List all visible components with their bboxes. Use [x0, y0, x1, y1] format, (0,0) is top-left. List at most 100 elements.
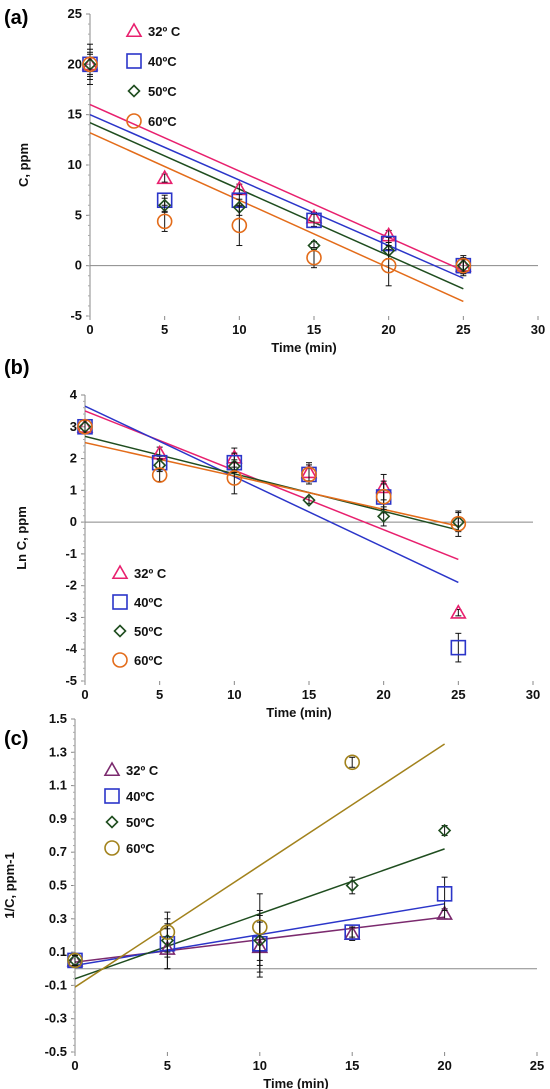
y-tick-label: 0.1: [49, 944, 67, 959]
data-point: [156, 169, 174, 185]
x-tick-label: 10: [227, 687, 241, 702]
legend-label: 32º C: [134, 566, 167, 581]
trend-line: [90, 122, 464, 290]
y-tick-label: -5: [70, 308, 82, 323]
x-tick-label: 25: [456, 322, 470, 337]
data-point: [344, 754, 361, 771]
data-point: [306, 212, 322, 229]
y-tick-label: 0.3: [49, 911, 67, 926]
data-point: [231, 217, 248, 234]
y-axis-title: 1/C, ppm-1: [2, 852, 17, 918]
y-tick-label: 3: [70, 419, 77, 434]
x-tick-label: 20: [376, 687, 390, 702]
data-point: [151, 467, 168, 483]
legend-label: 40ºC: [126, 789, 155, 804]
legend-marker: [126, 113, 142, 129]
y-tick-label: 1.3: [49, 744, 67, 759]
chart-panel-3: (c) -0.5 -0.3 -0.1 0.1 0.3 0.5 0.7 0.9 1.1 1.3 1.5 0…: [2, 711, 544, 1089]
x-tick-label: 20: [381, 322, 395, 337]
data-point: [344, 924, 361, 940]
y-tick-label: -5: [65, 673, 77, 688]
y-tick-label: 25: [68, 6, 82, 21]
trend-line: [90, 132, 464, 303]
data-point: [437, 823, 452, 838]
trend-line: [90, 113, 464, 279]
y-tick-label: 20: [68, 56, 82, 71]
y-tick-label: -3: [65, 609, 77, 624]
x-tick-label: 20: [437, 1058, 451, 1073]
legend-label: 32º C: [148, 24, 181, 39]
legend-marker: [126, 53, 142, 69]
legend-marker: [104, 788, 120, 804]
data-point: [436, 886, 453, 902]
legend-label: 50ºC: [126, 815, 155, 830]
x-tick-label: 10: [253, 1058, 267, 1073]
x-axis-title: Time (min): [266, 705, 332, 720]
x-tick-label: 5: [156, 687, 163, 702]
legend-marker: [127, 84, 141, 98]
data-point: [156, 213, 173, 230]
x-tick-label: 30: [526, 687, 540, 702]
data-point: [450, 515, 467, 532]
y-axis-title: Ln C, ppm: [14, 506, 29, 570]
y-tick-label: 0.5: [49, 878, 67, 893]
legend-label: 40ºC: [148, 54, 177, 69]
data-point: [77, 418, 93, 435]
legend-label: 50ºC: [148, 84, 177, 99]
data-point: [375, 488, 392, 505]
legend-label: 32º C: [126, 763, 159, 778]
x-tick-label: 10: [232, 322, 246, 337]
data-point: [67, 952, 83, 969]
x-tick-label: 5: [164, 1058, 171, 1073]
data-point: [455, 257, 472, 274]
y-tick-label: 1.5: [49, 711, 67, 726]
x-tick-label: 25: [530, 1058, 544, 1073]
y-tick-label: -2: [65, 578, 77, 593]
x-tick-label: 0: [81, 687, 88, 702]
x-tick-label: 15: [307, 322, 321, 337]
panel-label: (c): [4, 728, 28, 750]
y-tick-label: 0.7: [49, 844, 67, 859]
y-tick-label: 5: [75, 207, 82, 222]
y-tick-label: 1: [70, 482, 77, 497]
y-tick-label: 1.1: [49, 778, 67, 793]
panel-label: (a): [4, 7, 28, 29]
trend-line: [75, 743, 446, 988]
y-axis-title: C, ppm: [16, 143, 31, 187]
panel-label: (b): [4, 357, 30, 379]
trend-line: [85, 405, 459, 584]
legend-label: 60ºC: [134, 653, 163, 668]
x-tick-label: 0: [71, 1058, 78, 1073]
y-tick-label: 10: [68, 157, 82, 172]
legend-marker: [112, 652, 128, 668]
data-point: [345, 878, 359, 893]
y-tick-label: -4: [65, 641, 77, 656]
data-point: [159, 924, 176, 940]
legend-label: 40ºC: [134, 595, 163, 610]
legend-marker: [111, 564, 129, 580]
legend-marker: [125, 22, 143, 38]
data-point: [302, 493, 316, 507]
x-tick-label: 25: [451, 687, 465, 702]
trend-line: [90, 103, 464, 272]
x-tick-label: 5: [161, 322, 168, 337]
y-tick-label: 4: [70, 387, 78, 402]
x-tick-label: 0: [86, 322, 93, 337]
y-tick-label: -1: [65, 546, 77, 561]
legend-marker: [105, 815, 119, 829]
y-tick-label: 2: [70, 451, 77, 466]
y-tick-label: -0.1: [45, 977, 67, 992]
x-tick-label: 15: [345, 1058, 359, 1073]
x-tick-label: 15: [302, 687, 316, 702]
legend-label: 50ºC: [134, 624, 163, 639]
y-tick-label: -0.5: [45, 1044, 67, 1059]
legend-marker: [104, 840, 120, 856]
y-tick-label: 0.9: [49, 811, 67, 826]
legend-marker: [112, 594, 128, 610]
y-tick-label: 15: [68, 107, 82, 122]
data-point: [436, 905, 453, 920]
data-point: [68, 953, 82, 968]
data-point: [377, 509, 391, 524]
legend-marker: [103, 761, 121, 777]
